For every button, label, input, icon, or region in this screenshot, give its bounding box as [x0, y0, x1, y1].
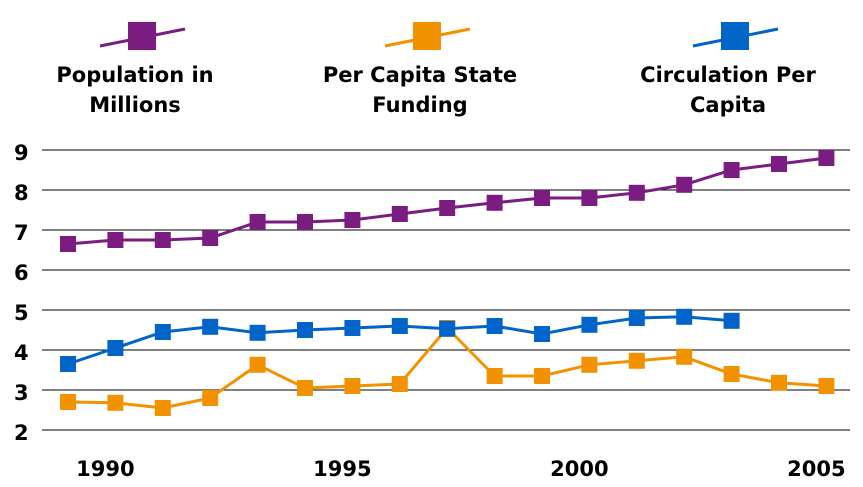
y-tick-label: 7	[14, 221, 29, 245]
point	[344, 212, 361, 228]
point	[676, 308, 693, 325]
point	[249, 324, 266, 341]
point	[771, 374, 787, 391]
legend-marker	[721, 22, 749, 50]
point	[154, 232, 171, 248]
point	[486, 194, 503, 211]
y-tick-label: 2	[14, 421, 29, 445]
point	[344, 320, 361, 336]
legend-label: Circulation Per Capita	[640, 63, 816, 117]
point	[107, 340, 124, 356]
point	[344, 378, 361, 394]
point	[486, 368, 503, 384]
point	[534, 326, 550, 342]
point	[581, 190, 598, 206]
legend-label: Per Capita State Funding	[322, 63, 518, 117]
point	[249, 214, 266, 230]
y-tick-label: 5	[14, 301, 29, 325]
point	[439, 320, 456, 337]
point	[581, 356, 598, 373]
legend-label: Population in Millions	[56, 63, 214, 117]
point	[723, 366, 740, 382]
point	[297, 380, 313, 396]
point	[486, 318, 503, 334]
point	[391, 318, 408, 334]
legend-marker	[128, 22, 156, 50]
point	[818, 150, 835, 166]
x-tick-label: 1995	[313, 457, 371, 481]
y-tick-label: 9	[14, 141, 29, 165]
y-tick-label: 3	[14, 381, 29, 405]
point	[107, 232, 124, 248]
point	[249, 356, 266, 373]
point	[60, 356, 76, 372]
point	[818, 378, 835, 394]
point	[107, 394, 124, 411]
point	[723, 162, 740, 178]
point	[771, 156, 787, 172]
point	[628, 310, 645, 326]
point	[628, 352, 645, 369]
point	[676, 348, 693, 365]
series-line	[67, 325, 827, 410]
point	[154, 400, 171, 416]
y-tick-label: 8	[14, 181, 29, 205]
point	[628, 184, 645, 201]
y-tick-label: 4	[14, 341, 29, 365]
point	[202, 230, 219, 246]
point	[391, 206, 408, 222]
point	[60, 394, 76, 410]
point	[297, 322, 313, 338]
point	[391, 376, 408, 392]
point	[60, 236, 76, 252]
point	[154, 324, 171, 340]
y-tick-label: 6	[14, 261, 29, 285]
point	[202, 318, 219, 335]
point	[581, 316, 598, 333]
point	[723, 312, 740, 329]
point	[202, 390, 219, 406]
legend-marker	[413, 22, 441, 50]
x-tick-label: 1990	[76, 457, 134, 481]
point	[534, 368, 550, 384]
point	[439, 200, 456, 216]
x-tick-label: 2005	[787, 457, 845, 481]
x-tick-label: 2000	[550, 457, 608, 481]
point	[676, 176, 693, 193]
point	[297, 214, 313, 230]
point	[534, 190, 550, 206]
